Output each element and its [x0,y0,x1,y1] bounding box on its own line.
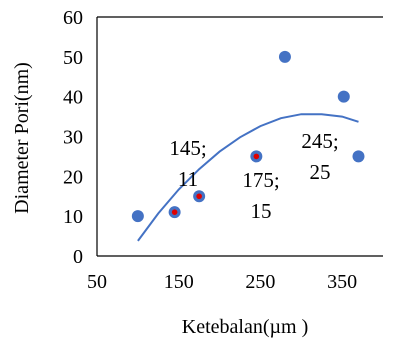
data-point-marker [278,50,291,63]
x-tick-label: 350 [327,271,357,293]
y-tick-label: 20 [63,166,83,188]
data-point [168,206,181,219]
y-tick-label: 60 [63,7,83,29]
data-label: 245; [301,129,338,153]
data-labels: 145; 11 175; 15 245; 25 [169,129,338,223]
y-tick-label: 30 [63,127,83,149]
data-point-marker [352,150,365,163]
data-label: 15 [251,199,272,223]
x-tick-label: 250 [245,271,275,293]
x-tick-label: 150 [164,271,194,293]
data-label: 11 [178,167,198,191]
y-tick-label: 40 [63,87,83,109]
data-point-highlight [171,209,178,215]
x-axis-title: Ketebalan(µm ) [182,316,308,338]
data-point [193,190,206,203]
trendline [137,113,359,242]
y-tick-labels: 0 10 20 30 40 50 60 [63,7,83,268]
data-point-marker [131,210,144,223]
data-label: 145; [169,136,206,160]
data-point-highlight [196,193,202,200]
y-axis-title: Diameter Pori(nm) [11,62,33,214]
data-point [278,50,291,63]
data-point-highlight [253,153,260,160]
data-point [337,90,350,103]
data-label: 25 [310,160,331,184]
data-points [131,50,365,223]
y-tick-label: 0 [73,246,83,268]
data-point [250,150,263,163]
data-point [352,150,365,163]
data-point [131,210,144,223]
x-tick-labels: 50 150 250 350 [87,271,357,293]
data-point-marker [337,90,350,103]
y-tick-label: 50 [63,47,83,69]
axes [96,16,383,257]
y-tick-label: 10 [63,206,83,228]
x-tick-label: 50 [87,271,107,293]
data-label: 175; [242,168,279,192]
